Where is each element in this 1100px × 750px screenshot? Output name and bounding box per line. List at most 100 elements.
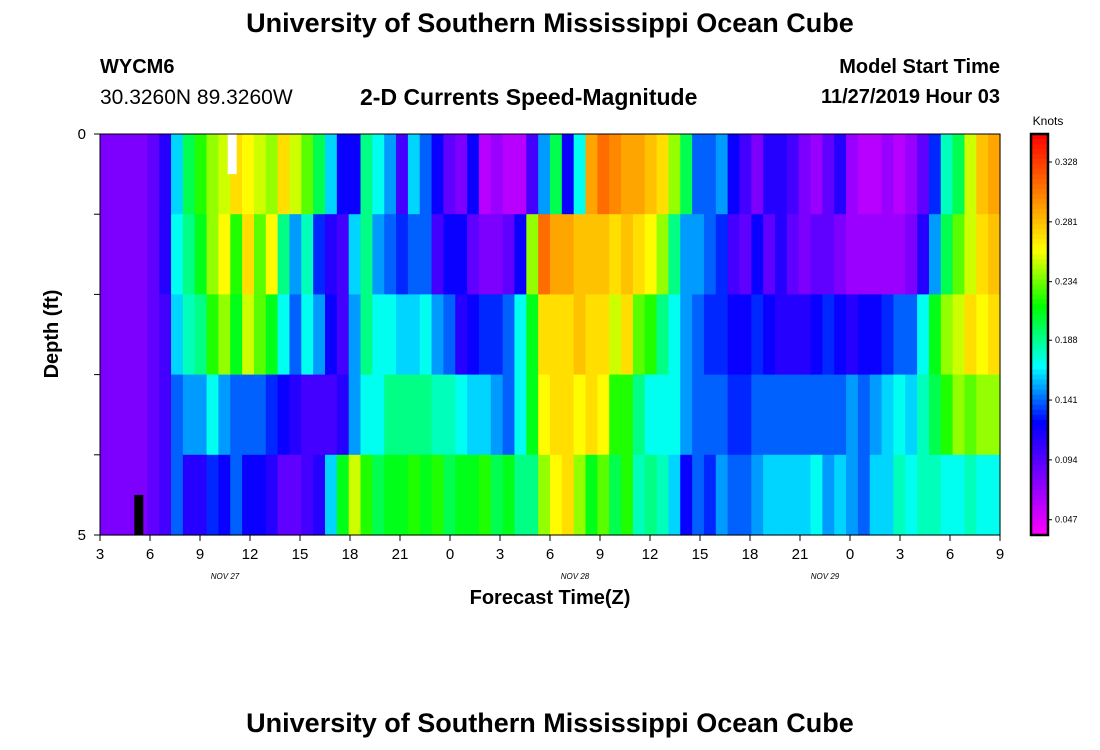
heatmap-cell — [242, 294, 255, 376]
heatmap-cell — [502, 134, 516, 215]
heatmap-cell — [265, 294, 279, 376]
colorbar-segment — [1031, 494, 1048, 501]
x-tick-label: 18 — [742, 546, 759, 563]
colorbar-segment — [1031, 234, 1048, 240]
heatmap-cell — [277, 214, 291, 295]
heatmap-cell — [798, 454, 812, 536]
heatmap-cell — [550, 454, 563, 536]
footer-title: University of Southern Mississippi Ocean… — [246, 708, 854, 738]
heatmap-cell — [810, 294, 823, 376]
heatmap-cell — [396, 374, 409, 456]
colorbar-segment — [1031, 419, 1048, 426]
x-tick-label: 9 — [596, 546, 604, 563]
colorbar-segment — [1031, 144, 1048, 150]
heatmap-cell — [846, 214, 859, 295]
heatmap-cell — [407, 214, 421, 295]
x-tick-label: 6 — [946, 546, 954, 563]
chart-title: 2-D Currents Speed-Magnitude — [360, 84, 698, 110]
heatmap-cell — [715, 294, 729, 376]
heatmap-cell — [467, 134, 480, 215]
colorbar-segment — [1031, 354, 1048, 361]
heatmap-cell — [159, 454, 172, 536]
x-tick-label: 21 — [392, 546, 409, 563]
heatmap-cell — [846, 374, 859, 456]
heatmap-cell — [419, 374, 433, 456]
heatmap-cell — [680, 134, 693, 215]
heatmap-cell — [822, 134, 835, 215]
colorbar: 0.328 0.281 0.234 0.188 0.141 0.094 0.047 — [1029, 132, 1078, 537]
heatmap-cell — [763, 374, 776, 456]
heatmap-cell — [893, 214, 906, 295]
heatmap-cell — [372, 294, 385, 376]
heatmap-cell — [100, 374, 113, 456]
heatmap-cell — [846, 134, 859, 215]
heatmap-cell — [194, 214, 208, 295]
heatmap-cell — [301, 294, 314, 376]
heatmap-cell — [396, 214, 409, 295]
heatmap-cell — [763, 294, 776, 376]
colorbar-segment — [1031, 339, 1048, 346]
heatmap-cell — [703, 294, 717, 376]
colorbar-tick-label: 0.047 — [1055, 515, 1078, 525]
colorbar-segment — [1031, 239, 1048, 245]
heatmap-cell — [443, 454, 456, 536]
colorbar-segment — [1031, 159, 1048, 165]
heatmap-cell — [810, 214, 823, 295]
heatmap-cell — [372, 134, 385, 215]
colorbar-segment — [1031, 374, 1048, 381]
colorbar-segment — [1031, 204, 1048, 210]
heatmap-cells — [100, 134, 1001, 536]
colorbar-segment — [1031, 194, 1048, 200]
heatmap-cell — [194, 294, 208, 376]
heatmap-cell — [265, 374, 279, 456]
heatmap-cell — [135, 134, 148, 215]
heatmap-cell — [940, 294, 954, 376]
heatmap-cell — [182, 214, 196, 295]
heatmap-cell — [526, 214, 539, 295]
colorbar-segment — [1031, 199, 1048, 205]
heatmap-cell — [253, 294, 267, 376]
heatmap-cell — [905, 454, 918, 536]
colorbar-segment — [1031, 454, 1048, 461]
heatmap-cell — [810, 134, 823, 215]
heatmap-cell — [277, 134, 291, 215]
heatmap-cell — [597, 294, 610, 376]
heatmap-cell — [538, 214, 551, 295]
data-gap-marker — [227, 134, 237, 175]
heatmap-cell — [798, 294, 812, 376]
heatmap-cell — [301, 134, 314, 215]
heatmap-cell — [763, 134, 776, 215]
heatmap-cell — [514, 214, 527, 295]
heatmap-cell — [609, 454, 622, 536]
heatmap-cell — [325, 214, 338, 295]
heatmap-cell — [715, 374, 729, 456]
x-tick-label: 3 — [496, 546, 504, 563]
heatmap-cell — [194, 134, 208, 215]
heatmap-cell — [550, 134, 563, 215]
heatmap-cell — [810, 374, 823, 456]
heatmap-cell — [135, 374, 148, 456]
x-tick-label: 21 — [792, 546, 809, 563]
heatmap-cell — [123, 454, 137, 536]
heatmap-cell — [952, 454, 966, 536]
heatmap-cell — [988, 214, 1001, 295]
colorbar-segment — [1031, 334, 1048, 341]
colorbar-segment — [1031, 169, 1048, 175]
heatmap-cell — [230, 454, 243, 536]
colorbar-segment — [1031, 504, 1048, 511]
heatmap-cell — [467, 294, 480, 376]
heatmap-cell — [301, 214, 314, 295]
heatmap-cell — [703, 134, 717, 215]
heatmap-cell — [857, 374, 871, 456]
heatmap-cell — [431, 134, 445, 215]
colorbar-segment — [1031, 509, 1048, 516]
heatmap-cell — [881, 454, 895, 536]
heatmap-cell — [171, 214, 184, 295]
heatmap-cell — [621, 214, 634, 295]
heatmap-cell — [680, 214, 693, 295]
colorbar-segment — [1031, 189, 1048, 195]
heatmap-cell — [526, 374, 539, 456]
heatmap-cell — [928, 134, 942, 215]
heatmap-cell — [490, 214, 504, 295]
